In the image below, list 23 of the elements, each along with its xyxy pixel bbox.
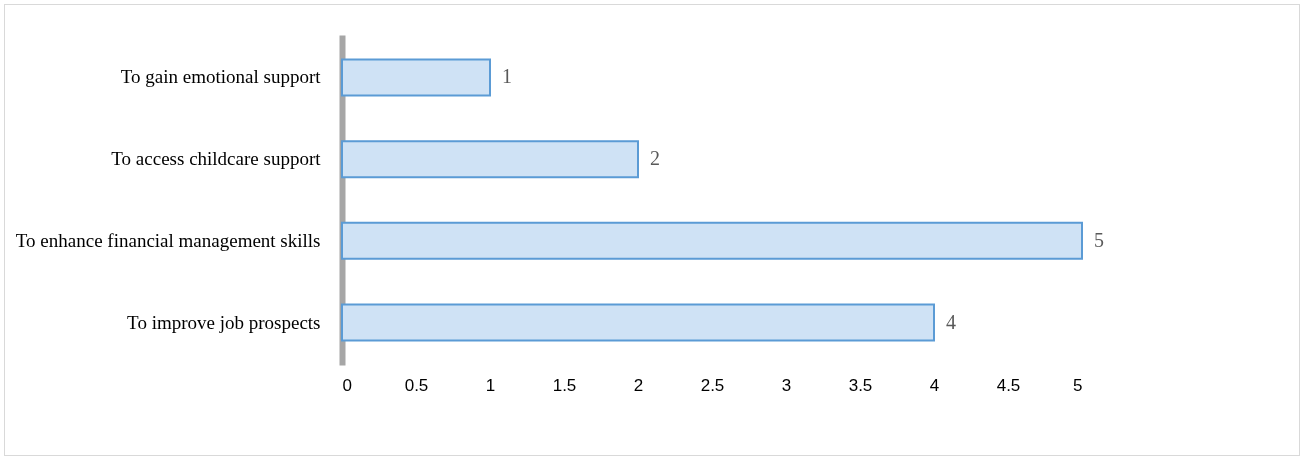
bar [341, 58, 491, 97]
data-label: 1 [502, 65, 512, 88]
x-tick-label: 1.5 [552, 375, 577, 395]
data-label: 4 [946, 310, 956, 333]
x-tick-label: 4 [929, 375, 940, 395]
bar [341, 303, 935, 342]
x-tick-label: 5 [1073, 375, 1083, 395]
y-tick-label: To gain emotional support [120, 66, 322, 88]
x-tick-label: 3 [781, 375, 792, 395]
y-tick-label: To access childcare support [111, 148, 322, 170]
data-label: 2 [650, 147, 660, 170]
y-tick-label: To enhance financial management skills [15, 229, 321, 251]
x-tick-label: 2 [633, 375, 644, 395]
x-tick-label: 0.5 [404, 375, 429, 395]
bar [341, 140, 639, 179]
bar [341, 221, 1083, 260]
x-tick-label: 1 [485, 375, 496, 395]
data-label: 5 [1094, 228, 1104, 251]
x-tick-label: 2.5 [700, 375, 725, 395]
x-tick-label: 0 [342, 375, 352, 395]
x-tick-label: 3.5 [848, 375, 873, 395]
x-tick-label: 4.5 [996, 375, 1021, 395]
y-tick-label: To improve job prospects [127, 311, 321, 333]
